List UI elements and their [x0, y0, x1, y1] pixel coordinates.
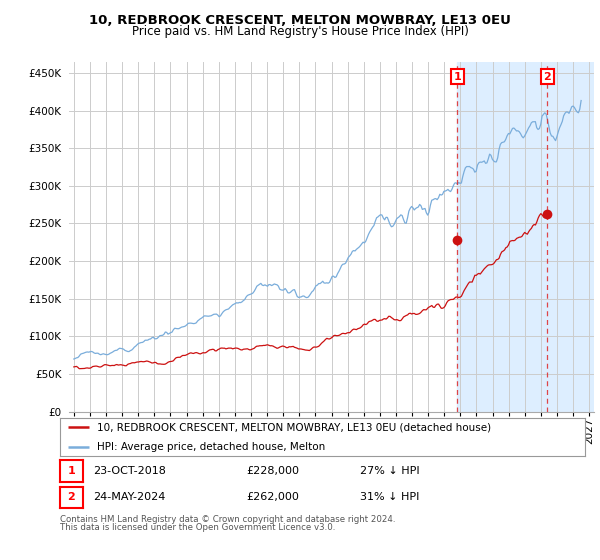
Text: £228,000: £228,000: [246, 466, 299, 476]
Text: £262,000: £262,000: [246, 492, 299, 502]
Text: 1: 1: [68, 466, 75, 476]
Text: 2: 2: [68, 492, 75, 502]
Text: HPI: Average price, detached house, Melton: HPI: Average price, detached house, Melt…: [97, 442, 325, 452]
Text: 1: 1: [454, 72, 461, 82]
Text: 2: 2: [544, 72, 551, 82]
Text: 31% ↓ HPI: 31% ↓ HPI: [360, 492, 419, 502]
Text: 27% ↓ HPI: 27% ↓ HPI: [360, 466, 419, 476]
Text: Contains HM Land Registry data © Crown copyright and database right 2024.: Contains HM Land Registry data © Crown c…: [60, 515, 395, 524]
Text: This data is licensed under the Open Government Licence v3.0.: This data is licensed under the Open Gov…: [60, 523, 335, 532]
Text: 10, REDBROOK CRESCENT, MELTON MOWBRAY, LE13 0EU: 10, REDBROOK CRESCENT, MELTON MOWBRAY, L…: [89, 14, 511, 27]
Text: 23-OCT-2018: 23-OCT-2018: [93, 466, 166, 476]
Bar: [457, 62, 600, 412]
Text: 10, REDBROOK CRESCENT, MELTON MOWBRAY, LE13 0EU (detached house): 10, REDBROOK CRESCENT, MELTON MOWBRAY, L…: [97, 422, 491, 432]
Text: 24-MAY-2024: 24-MAY-2024: [93, 492, 166, 502]
Text: Price paid vs. HM Land Registry's House Price Index (HPI): Price paid vs. HM Land Registry's House …: [131, 25, 469, 38]
